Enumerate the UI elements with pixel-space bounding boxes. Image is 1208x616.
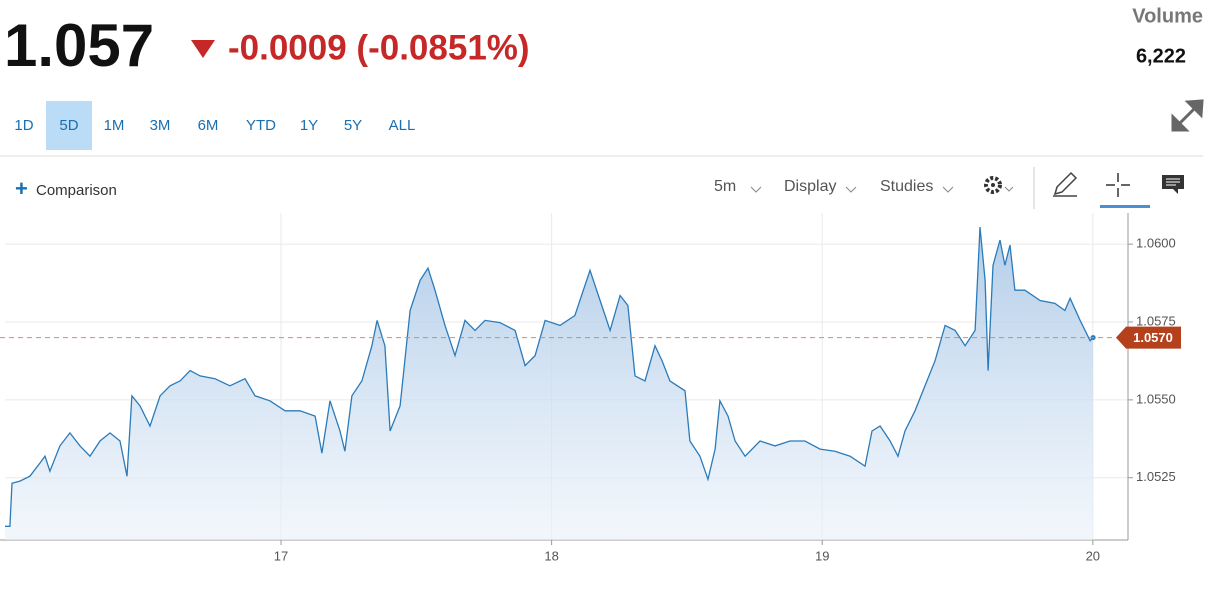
price: 1.057 — [4, 12, 154, 79]
x-tick-label: 20 — [1086, 548, 1100, 563]
y-tick-label: 1.0575 — [1136, 313, 1176, 328]
x-tick-label: 17 — [274, 548, 288, 563]
comparison[interactable]: Comparison — [36, 182, 117, 199]
plus-icon[interactable]: + — [15, 176, 28, 201]
expand-icon[interactable] — [1171, 99, 1204, 132]
draw-icon[interactable] — [1053, 171, 1078, 197]
crosshair-icon[interactable] — [1106, 173, 1130, 197]
price-change: -0.0009 (-0.0851%) — [228, 28, 530, 67]
volume: 6,222 — [1136, 45, 1186, 67]
chevron — [750, 186, 762, 193]
range-button[interactable]: 5Y — [344, 117, 362, 134]
range-bar: 1D 5D 1M 3M 6M YTD 1Y 5Y ALL — [14, 101, 415, 150]
line — [5, 226, 1094, 527]
comment-lines — [1166, 178, 1180, 186]
range-button[interactable]: 1D — [14, 117, 33, 134]
last-price-badge — [1116, 326, 1181, 349]
range-button[interactable]: 1Y — [300, 117, 318, 134]
range-selected — [46, 101, 92, 150]
display[interactable]: Display — [784, 178, 836, 195]
y-tick-label: 1.0550 — [1136, 391, 1176, 406]
down-arrow — [191, 40, 215, 58]
studies[interactable]: Studies — [880, 178, 933, 195]
interval[interactable]: 5m — [714, 178, 736, 195]
settings-icon[interactable] — [984, 176, 1014, 194]
range-button[interactable]: 3M — [150, 117, 171, 134]
range-button[interactable]: ALL — [389, 117, 416, 134]
chevron — [845, 186, 857, 193]
range-button[interactable]: YTD — [246, 117, 276, 134]
range-button[interactable]: 1M — [104, 117, 125, 134]
last-price-label: 1.0570 — [1133, 330, 1173, 345]
y-tick-label: 1.0525 — [1136, 469, 1176, 484]
plot: 17 18 19 20 1.0525 1.0550 1.0575 1.0600 1.0570 — [0, 213, 1181, 563]
volume-label: Volume — [1132, 5, 1203, 27]
x-tick-label: 18 — [544, 548, 558, 563]
active-underline — [1100, 205, 1150, 208]
chevron — [942, 186, 954, 193]
x-tick-label: 19 — [815, 548, 829, 563]
range-button[interactable]: 6M — [198, 117, 219, 134]
range-button[interactable]: 5D — [59, 117, 78, 134]
area — [5, 227, 1094, 540]
y-tick-label: 1.0600 — [1136, 236, 1176, 251]
